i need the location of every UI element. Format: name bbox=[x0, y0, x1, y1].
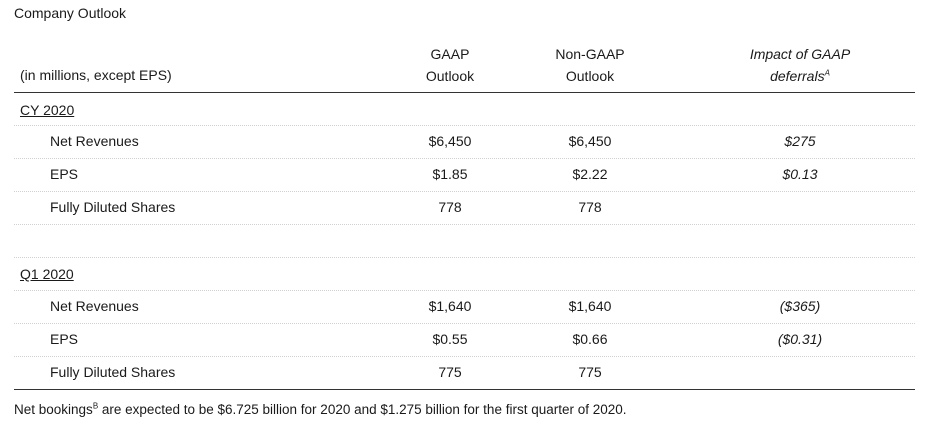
row-divider bbox=[14, 125, 915, 126]
gaap-value: $1.85 bbox=[432, 166, 468, 182]
table-bottom-rule bbox=[14, 389, 915, 390]
table-row: Fully Diluted Shares 775 775 bbox=[0, 356, 930, 389]
gaap-value: $0.55 bbox=[432, 331, 468, 347]
gaap-outlook-header: GAAP Outlook bbox=[390, 43, 510, 87]
table-row: Net Revenues $6,450 $6,450 $275 bbox=[0, 125, 930, 158]
footnote: Net bookingsB are expected to be $6.725 … bbox=[14, 401, 627, 417]
table-row: Fully Diluted Shares 778 778 bbox=[0, 191, 930, 224]
row-label: Fully Diluted Shares bbox=[50, 364, 176, 380]
units-header: (in millions, except EPS) bbox=[20, 67, 172, 83]
section-label-q1-2020: Q1 2020 bbox=[20, 266, 74, 282]
impact-header-line1: Impact of GAAP bbox=[749, 46, 851, 62]
gaap-value: 778 bbox=[438, 199, 462, 215]
table-row: EPS $0.55 $0.66 ($0.31) bbox=[0, 323, 930, 356]
non-gaap-outlook-header: Non-GAAP Outlook bbox=[530, 43, 650, 87]
impact-header-line2: deferralsA bbox=[770, 68, 830, 84]
gaap-value: $1,640 bbox=[428, 298, 472, 314]
table-row: EPS $1.85 $2.22 $0.13 bbox=[0, 158, 930, 191]
impact-value: ($0.31) bbox=[777, 331, 823, 347]
section-label-cy-2020: CY 2020 bbox=[20, 102, 75, 118]
header-rule bbox=[14, 92, 915, 93]
non-gaap-value: $6,450 bbox=[568, 133, 612, 149]
table-row: Net Revenues $1,640 $1,640 ($365) bbox=[0, 290, 930, 323]
footnote-marker-a: A bbox=[824, 68, 830, 78]
row-label: Net Revenues bbox=[50, 298, 139, 314]
row-label: Fully Diluted Shares bbox=[50, 199, 176, 215]
row-divider bbox=[14, 290, 915, 291]
row-divider bbox=[14, 356, 915, 357]
impact-value: ($365) bbox=[779, 298, 821, 314]
row-label: EPS bbox=[50, 331, 79, 347]
row-divider bbox=[14, 323, 915, 324]
non-gaap-value: 775 bbox=[578, 364, 602, 380]
impact-value: $0.13 bbox=[782, 166, 818, 182]
non-gaap-header-line2: Outlook bbox=[565, 68, 615, 84]
non-gaap-value: $1,640 bbox=[568, 298, 612, 314]
impact-value: $275 bbox=[784, 133, 816, 149]
page-title: Company Outlook bbox=[14, 5, 127, 21]
impact-deferrals-header: Impact of GAAP deferralsA bbox=[720, 43, 880, 87]
gaap-header-line1: GAAP bbox=[430, 46, 470, 62]
non-gaap-value: $2.22 bbox=[572, 166, 608, 182]
row-divider bbox=[14, 158, 915, 159]
footnote-marker-b: B bbox=[92, 401, 99, 411]
non-gaap-value: 778 bbox=[578, 199, 602, 215]
gaap-header-line2: Outlook bbox=[425, 68, 475, 84]
row-divider bbox=[14, 191, 915, 192]
row-divider bbox=[14, 257, 915, 258]
gaap-value: 775 bbox=[438, 364, 462, 380]
row-label: EPS bbox=[50, 166, 79, 182]
row-label: Net Revenues bbox=[50, 133, 139, 149]
row-divider bbox=[14, 224, 915, 225]
non-gaap-value: $0.66 bbox=[572, 331, 608, 347]
gaap-value: $6,450 bbox=[428, 133, 472, 149]
non-gaap-header-line1: Non-GAAP bbox=[555, 46, 625, 62]
